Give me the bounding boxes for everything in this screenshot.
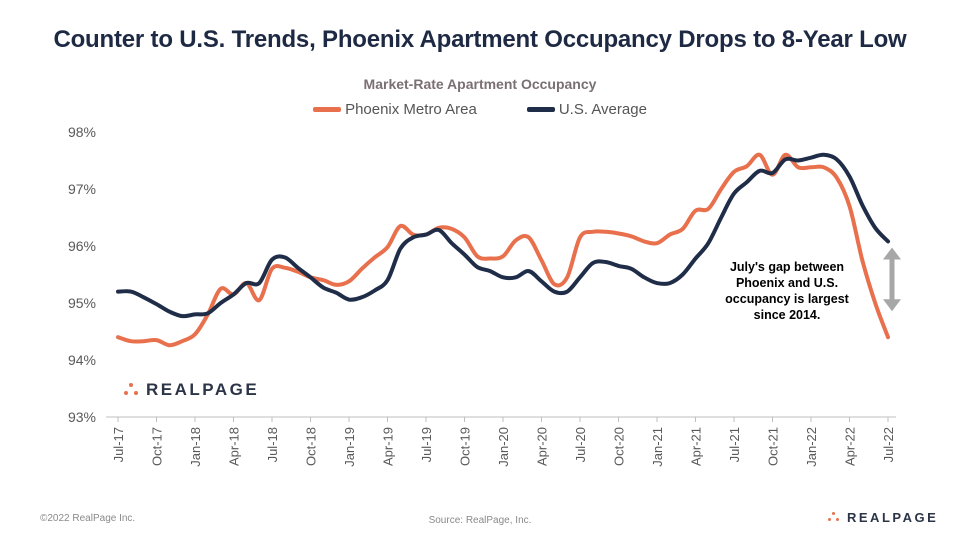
x-tick-label: Jul-19	[419, 427, 434, 462]
x-tick-label: Jan-19	[342, 427, 357, 467]
legend-item-phoenix: Phoenix Metro Area	[313, 101, 477, 118]
y-tick-label: 96%	[68, 238, 96, 254]
x-tick-label: Jan-21	[650, 427, 665, 467]
gap-arrow-icon	[883, 247, 901, 312]
x-tick-label: Oct-18	[304, 427, 319, 466]
legend-swatch-us	[526, 107, 555, 112]
gap-arrow-head-up	[883, 247, 901, 260]
x-tick-label: Apr-20	[535, 427, 550, 466]
legend-label-us: U.S. Average	[558, 101, 647, 118]
x-tick-label: Apr-21	[689, 427, 704, 466]
chart-legend: Phoenix Metro Area U.S. Average	[0, 101, 960, 118]
source-text: Source: RealPage, Inc.	[428, 515, 532, 526]
x-tick-label: Jan-20	[496, 427, 511, 467]
logo-wordmark: REALPAGE	[847, 510, 939, 525]
copyright-text: ©2022 RealPage Inc.	[40, 513, 136, 524]
x-tick-label: Jul-18	[265, 427, 280, 462]
x-tick-label: Oct-19	[458, 427, 473, 466]
gap-annotation: July's gap between Phoenix and U.S. occu…	[725, 260, 849, 322]
logo-wordmark: REALPAGE	[146, 380, 260, 399]
chart-title: Counter to U.S. Trends, Phoenix Apartmen…	[53, 26, 907, 53]
logo-dots-icon	[124, 383, 140, 397]
x-tick-label: Oct-17	[150, 427, 165, 466]
legend-label-phoenix: Phoenix Metro Area	[345, 101, 477, 118]
x-tick-label: Apr-18	[227, 427, 242, 466]
y-tick-label: 98%	[68, 124, 96, 140]
y-tick-label: 94%	[68, 352, 96, 368]
legend-swatch-phoenix	[313, 107, 342, 112]
x-tick-label: Jul-20	[573, 427, 588, 462]
x-tick-label: Jul-22	[881, 427, 896, 462]
x-tick-label: Apr-22	[843, 427, 858, 466]
logo-dots-icon	[828, 512, 841, 523]
chart-subtitle: Market-Rate Apartment Occupancy	[363, 76, 597, 92]
x-tick-label: Apr-19	[381, 427, 396, 466]
x-tick-label: Jul-17	[111, 427, 126, 462]
series-line-us	[116, 152, 890, 319]
x-tick-label: Jul-21	[727, 427, 742, 462]
realpage-logo-footer: REALPAGE	[828, 510, 938, 525]
x-tick-label: Oct-20	[612, 427, 627, 466]
x-tick-label: Jan-18	[188, 427, 203, 467]
gap-arrow-head-down	[883, 299, 901, 312]
y-tick-label: 95%	[68, 295, 96, 311]
y-tick-label: 97%	[68, 181, 96, 197]
x-tick-label: Jan-22	[804, 427, 819, 467]
legend-item-us: U.S. Average	[526, 101, 647, 118]
y-tick-label: 93%	[68, 409, 96, 425]
realpage-logo-chart: REALPAGE	[124, 380, 259, 400]
x-tick-label: Oct-21	[766, 427, 781, 466]
